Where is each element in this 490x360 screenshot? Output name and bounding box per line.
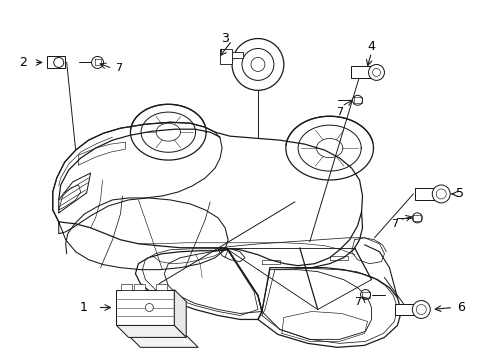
Circle shape [54, 58, 64, 67]
Text: 3: 3 [221, 32, 229, 45]
Circle shape [413, 213, 422, 223]
Polygon shape [230, 53, 243, 58]
Circle shape [146, 303, 153, 311]
Polygon shape [174, 289, 186, 337]
Circle shape [413, 301, 430, 319]
Circle shape [92, 57, 103, 68]
Circle shape [372, 68, 380, 76]
Polygon shape [220, 49, 232, 64]
Circle shape [242, 49, 274, 80]
Circle shape [416, 305, 426, 315]
Circle shape [251, 58, 265, 71]
Polygon shape [416, 188, 435, 200]
Circle shape [232, 39, 284, 90]
Circle shape [353, 95, 363, 105]
Circle shape [432, 185, 450, 203]
Text: 7: 7 [391, 219, 398, 229]
Polygon shape [128, 336, 198, 347]
Text: 2: 2 [19, 56, 27, 69]
Polygon shape [117, 289, 174, 325]
Polygon shape [117, 325, 186, 337]
Polygon shape [47, 57, 65, 68]
Text: 5: 5 [456, 188, 464, 201]
Circle shape [368, 64, 385, 80]
Text: 7: 7 [354, 297, 361, 306]
Polygon shape [122, 284, 132, 289]
Text: 6: 6 [457, 301, 465, 314]
Circle shape [436, 189, 446, 199]
Text: 4: 4 [368, 40, 375, 53]
Circle shape [361, 289, 370, 300]
Polygon shape [350, 67, 370, 78]
Text: 7: 7 [115, 63, 122, 73]
Text: 7: 7 [336, 107, 343, 117]
Polygon shape [156, 284, 167, 289]
Polygon shape [134, 284, 146, 289]
Polygon shape [395, 303, 416, 315]
Text: 1: 1 [80, 301, 88, 314]
